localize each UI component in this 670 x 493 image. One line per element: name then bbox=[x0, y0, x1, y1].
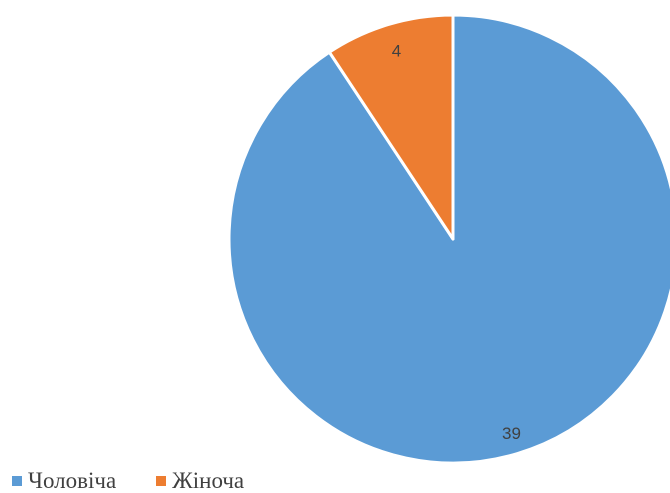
legend-item-female: Жіноча bbox=[156, 468, 244, 493]
pie-slice-male bbox=[227, 13, 670, 465]
legend-swatch-female bbox=[156, 475, 167, 486]
data-label-male: 39 bbox=[502, 424, 521, 443]
pie-data-labels: 39 4 bbox=[392, 42, 521, 443]
pie-slice-female bbox=[327, 13, 455, 241]
legend-swatch-male bbox=[12, 475, 22, 486]
legend-item-male: Чоловіча bbox=[12, 468, 116, 493]
pie-slices bbox=[227, 13, 670, 465]
legend: Чоловіча Жіноча bbox=[12, 468, 284, 493]
legend-label-female: Жіноча bbox=[172, 467, 245, 493]
legend-label-male: Чоловіча bbox=[28, 467, 117, 493]
data-label-female: 4 bbox=[392, 42, 401, 61]
